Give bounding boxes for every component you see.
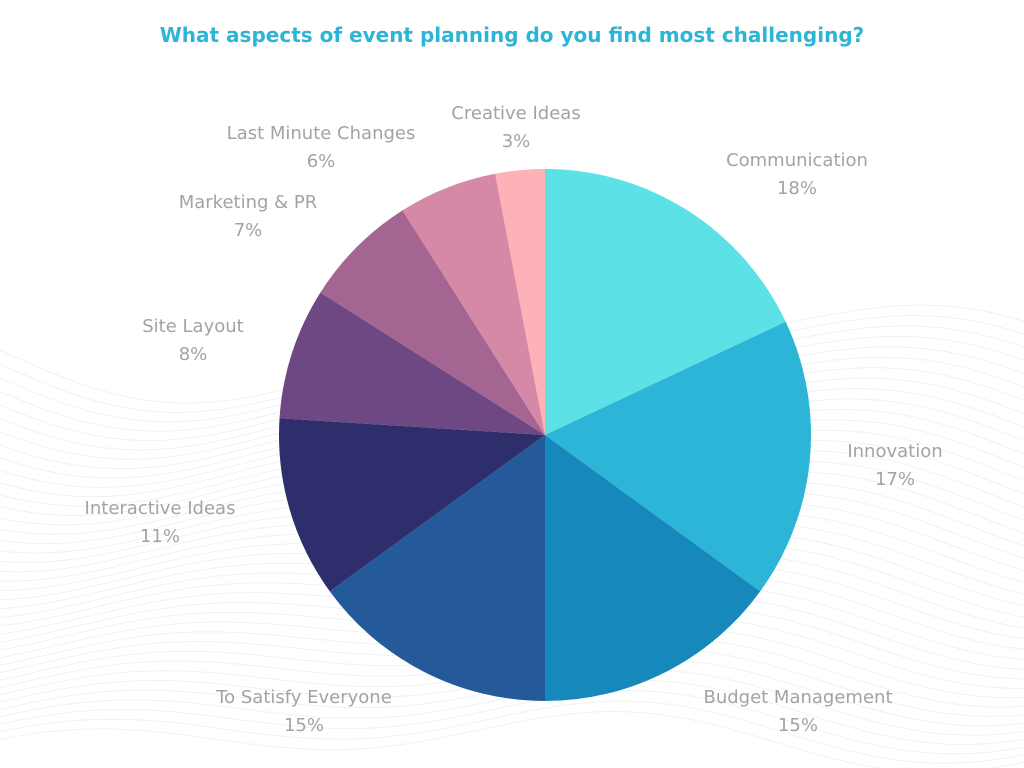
pie-slice-to-satisfy-everyone bbox=[329, 435, 545, 702]
pie-slice-communication bbox=[545, 169, 786, 435]
pie-slice-innovation bbox=[545, 321, 812, 592]
slice-percent-label: 11% bbox=[140, 526, 180, 547]
slice-label: To Satisfy Everyone bbox=[215, 687, 392, 708]
pie-slice-creative-ideas bbox=[495, 169, 545, 435]
pie-slice-interactive-ideas bbox=[279, 418, 545, 592]
slice-label: Marketing & PR bbox=[179, 192, 318, 213]
pie-slice-last-minute-changes bbox=[402, 173, 545, 435]
pie-slice-marketing-pr bbox=[320, 210, 545, 435]
slice-percent-label: 7% bbox=[234, 220, 263, 241]
slice-label: Communication bbox=[726, 150, 868, 171]
chart-title: What aspects of event planning do you fi… bbox=[159, 23, 865, 47]
slice-label: Site Layout bbox=[142, 316, 243, 337]
slice-label: Last Minute Changes bbox=[227, 123, 416, 144]
wave-line bbox=[0, 711, 1024, 768]
slice-label: Interactive Ideas bbox=[85, 498, 236, 519]
pie-slice-budget-management bbox=[545, 435, 761, 701]
slice-percent-label: 3% bbox=[502, 131, 531, 152]
slice-label: Budget Management bbox=[703, 687, 892, 708]
slice-label: Creative Ideas bbox=[451, 103, 580, 124]
slice-label: Innovation bbox=[847, 441, 942, 462]
slice-percent-label: 8% bbox=[179, 344, 208, 365]
wave-line bbox=[0, 690, 1024, 755]
pie-slice-site-layout bbox=[279, 292, 545, 435]
slice-percent-label: 6% bbox=[307, 151, 336, 172]
slice-percent-label: 17% bbox=[875, 469, 915, 490]
slice-percent-label: 15% bbox=[284, 715, 324, 736]
wave-line bbox=[0, 700, 1024, 764]
slice-percent-label: 18% bbox=[777, 178, 817, 199]
slice-percent-label: 15% bbox=[778, 715, 818, 736]
